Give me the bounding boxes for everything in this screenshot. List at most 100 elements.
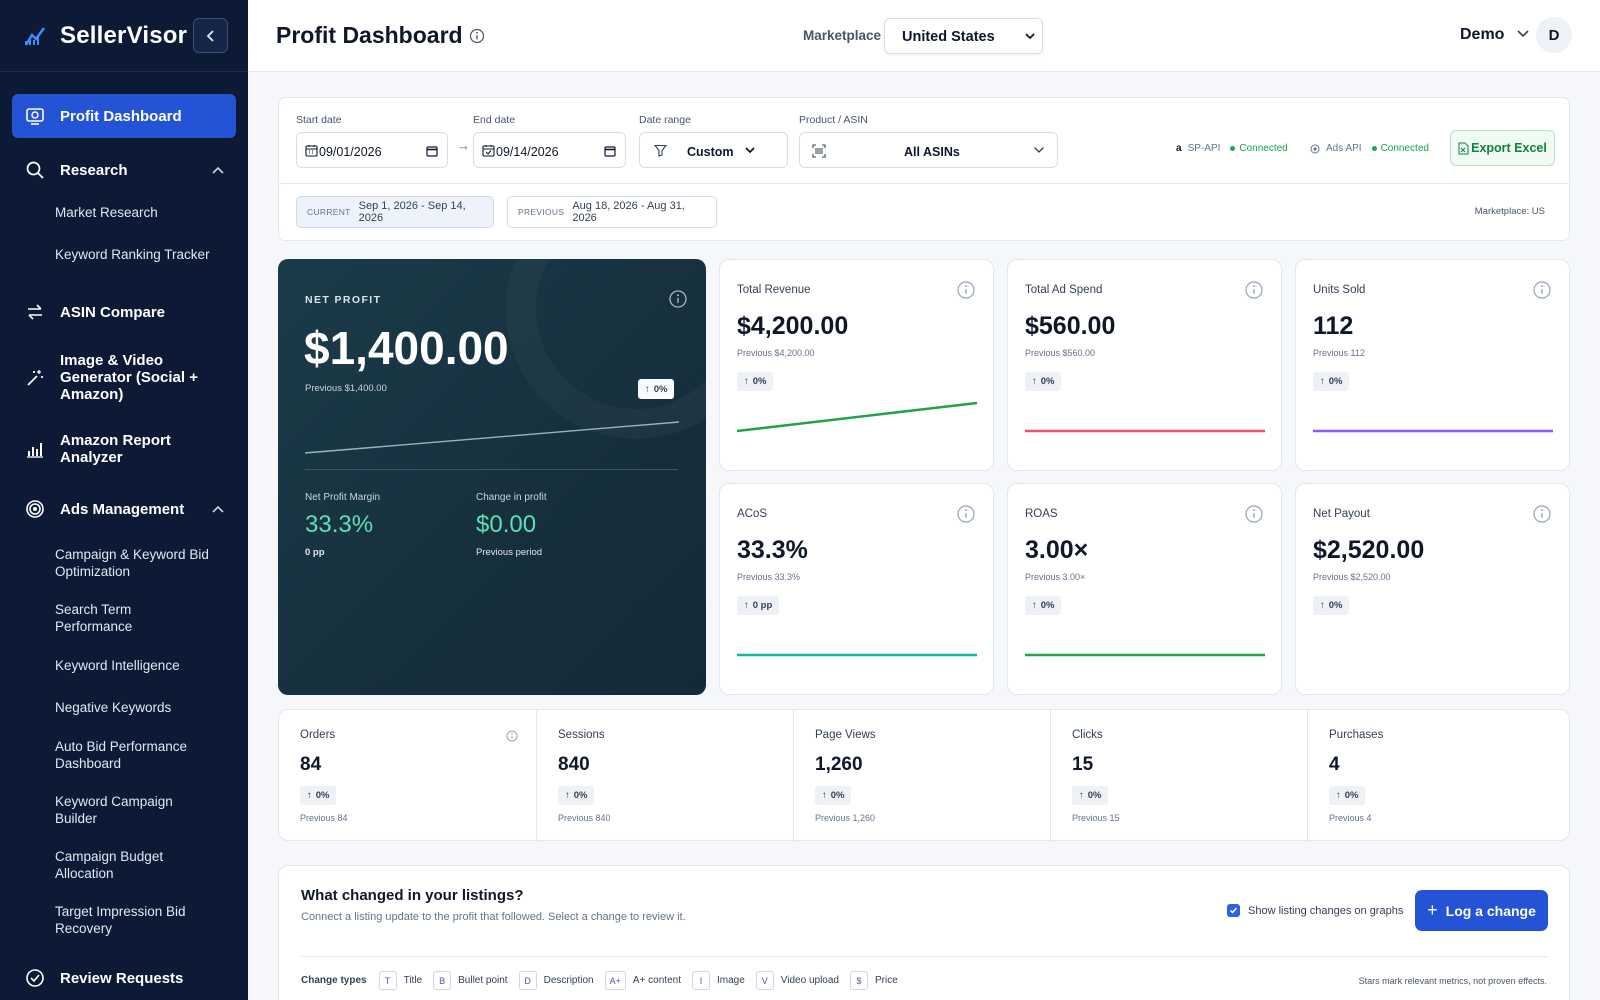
metric-previous: Previous $4,200.00 (737, 348, 815, 358)
change-type-badge[interactable]: D (518, 971, 537, 990)
sidebar-item-label: Profit Dashboard (60, 107, 182, 125)
start-date-input[interactable]: 09/01/2026 (296, 132, 448, 168)
date-range-select[interactable]: Custom (639, 132, 788, 168)
avatar[interactable]: D (1536, 17, 1572, 53)
user-name[interactable]: Demo (1460, 26, 1505, 43)
brand-name: SellerVisor (60, 21, 188, 49)
sidebar-item-amazon-report-analyzer[interactable]: Amazon Report Analyzer (0, 432, 248, 466)
metric-value: $4,200.00 (737, 312, 849, 340)
sidebar-item-ads-management[interactable]: Ads Management (0, 497, 248, 521)
export-excel-button[interactable]: Export Excel (1450, 130, 1555, 166)
marketplace-select[interactable]: United States (884, 18, 1043, 54)
metric-card-total-ad-spend: Total Ad Spend $560.00 Previous $560.00 ↑ 0% (1007, 259, 1282, 471)
change-type-badge[interactable]: B (433, 971, 452, 990)
stat-change-badge: ↑ 0% (300, 786, 337, 805)
arrow-up-icon: ↑ (822, 790, 827, 801)
divider (305, 469, 678, 470)
show-changes-checkbox[interactable]: Show listing changes on graphs (1227, 904, 1403, 917)
target-icon (1310, 144, 1320, 153)
product-asin-select[interactable]: All ASINs (799, 132, 1058, 168)
sidebar-item-review-requests[interactable]: Review Requests (0, 966, 248, 990)
divider (301, 956, 1548, 957)
change-type-name: Bullet point (458, 975, 508, 986)
info-icon[interactable] (956, 280, 976, 305)
sidebar-item-negative-keywords[interactable]: Negative Keywords (55, 700, 172, 715)
chevron-down-icon[interactable] (1516, 29, 1530, 39)
calendar-picker-icon[interactable] (604, 145, 616, 157)
change-type-badge[interactable]: I (691, 971, 710, 990)
stat-orders: Orders 84 ↑ 0% Previous 84 (279, 710, 536, 842)
info-icon[interactable] (1244, 504, 1264, 529)
info-icon[interactable] (956, 504, 976, 529)
calendar-icon (305, 145, 318, 157)
arrow-up-icon: ↑ (307, 790, 312, 801)
sidebar-item-asin-compare[interactable]: ASIN Compare (0, 300, 248, 324)
net-profit-previous: Previous $1,400.00 (305, 383, 387, 394)
sidebar-item-label: Amazon Report Analyzer (60, 432, 171, 466)
metric-value: $2,520.00 (1313, 536, 1425, 564)
sidebar-item-keyword-campaign-builder[interactable]: Keyword Campaign Builder (55, 794, 173, 826)
sidebar-item-target-impression-bid-recovery[interactable]: Target Impression Bid Recovery (55, 904, 186, 936)
sidebar-item-campaign-keyword-bid-optimization[interactable]: Campaign & Keyword Bid Optimization (55, 547, 209, 579)
magic-wand-icon (27, 369, 43, 386)
sidebar-item-search-term-performance[interactable]: Search Term Performance (55, 602, 133, 634)
net-profit-value: $1,400.00 (304, 322, 509, 374)
chevron-down-icon (1034, 147, 1044, 153)
info-icon[interactable] (668, 289, 688, 309)
collapse-sidebar-button[interactable] (193, 18, 228, 53)
net-profit-card: NET PROFIT $1,400.00 Previous $1,400.00 … (278, 259, 706, 695)
status-badge: Connected (1239, 143, 1288, 154)
change-types-legend: Change types T Title B Bullet point D Descrip… (301, 971, 909, 990)
info-icon[interactable] (1244, 280, 1264, 305)
arrow-up-icon: ↑ (1320, 600, 1325, 611)
sidebar-item-profit-dashboard[interactable]: Profit Dashboard (12, 94, 236, 138)
arrow-up-icon: ↑ (565, 790, 570, 801)
checkbox-checked-icon[interactable] (1227, 904, 1240, 917)
calendar-picker-icon[interactable] (426, 145, 438, 157)
product-asin-value: All ASINs (904, 145, 960, 159)
log-change-button[interactable]: + Log a change (1415, 890, 1548, 931)
sidebar-item-campaign-budget-allocation[interactable]: Campaign Budget Allocation (55, 849, 164, 881)
change-type-badge[interactable]: A+ (604, 971, 626, 990)
metric-card-net-payout: Net Payout $2,520.00 Previous $2,520.00 ↑ 0% (1295, 483, 1570, 695)
change-type-badge[interactable]: $ (849, 971, 868, 990)
status-badge: Connected (1380, 143, 1429, 154)
end-date-input[interactable]: 09/14/2026 (473, 132, 626, 168)
change-type-name: Description (543, 975, 594, 986)
sidebar-item-label: ASIN Compare (60, 303, 166, 321)
top-bar: Profit Dashboard Marketplace United Stat… (248, 0, 1600, 72)
marketplace-value: United States (902, 29, 995, 45)
info-icon[interactable] (506, 729, 518, 747)
filter-panel: Start date 09/01/2026 → End date 09/14/2… (278, 97, 1570, 241)
stat-label: Orders (300, 729, 336, 741)
sidebar-item-keyword-intelligence[interactable]: Keyword Intelligence (55, 658, 180, 673)
info-icon[interactable] (1532, 280, 1552, 305)
net-profit-margin-value: 33.3% (305, 511, 374, 538)
info-icon[interactable] (1532, 504, 1552, 529)
chat-bubble-icon (26, 969, 44, 987)
metric-card-acos: ACoS 33.3% Previous 33.3% ↑ 0 pp (719, 483, 994, 695)
change-type-badge[interactable]: V (755, 971, 774, 990)
sidebar-item-auto-bid-performance-dashboard[interactable]: Auto Bid Performance Dashboard (55, 739, 188, 771)
sidebar-item-image-video-generator[interactable]: Image & Video Generator (Social + Amazon… (0, 352, 248, 403)
stat-previous: Previous 84 (300, 813, 348, 823)
stat-value: 1,260 (815, 754, 863, 775)
compare-arrows-icon (28, 304, 42, 320)
change-type-badge[interactable]: T (378, 971, 397, 990)
metric-card-roas: ROAS 3.00× Previous 3.00× ↑ 0% (1007, 483, 1282, 695)
metric-sparkline (737, 653, 977, 657)
sidebar-item-keyword-ranking-tracker[interactable]: Keyword Ranking Tracker (55, 247, 210, 262)
change-type-name: Image (716, 975, 745, 986)
marketplace-note: Marketplace: US (1474, 206, 1545, 217)
info-icon[interactable] (469, 28, 485, 44)
metric-sparkline (736, 401, 978, 433)
sidebar-item-market-research[interactable]: Market Research (55, 205, 158, 220)
chevron-left-icon (206, 29, 214, 42)
brand: SellerVisor (0, 0, 248, 72)
start-date-value: 09/01/2026 (319, 145, 382, 159)
sidebar-item-research[interactable]: Research (0, 158, 248, 182)
stat-page-views: Page Views 1,260 ↑ 0% Previous 1,260 (793, 710, 1050, 842)
change-types-label: Change types (301, 975, 367, 986)
stat-value: 15 (1072, 754, 1094, 775)
ads-api-status: Ads API Connected (1310, 143, 1429, 154)
